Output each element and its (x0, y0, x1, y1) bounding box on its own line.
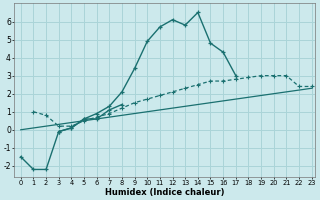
X-axis label: Humidex (Indice chaleur): Humidex (Indice chaleur) (105, 188, 225, 197)
